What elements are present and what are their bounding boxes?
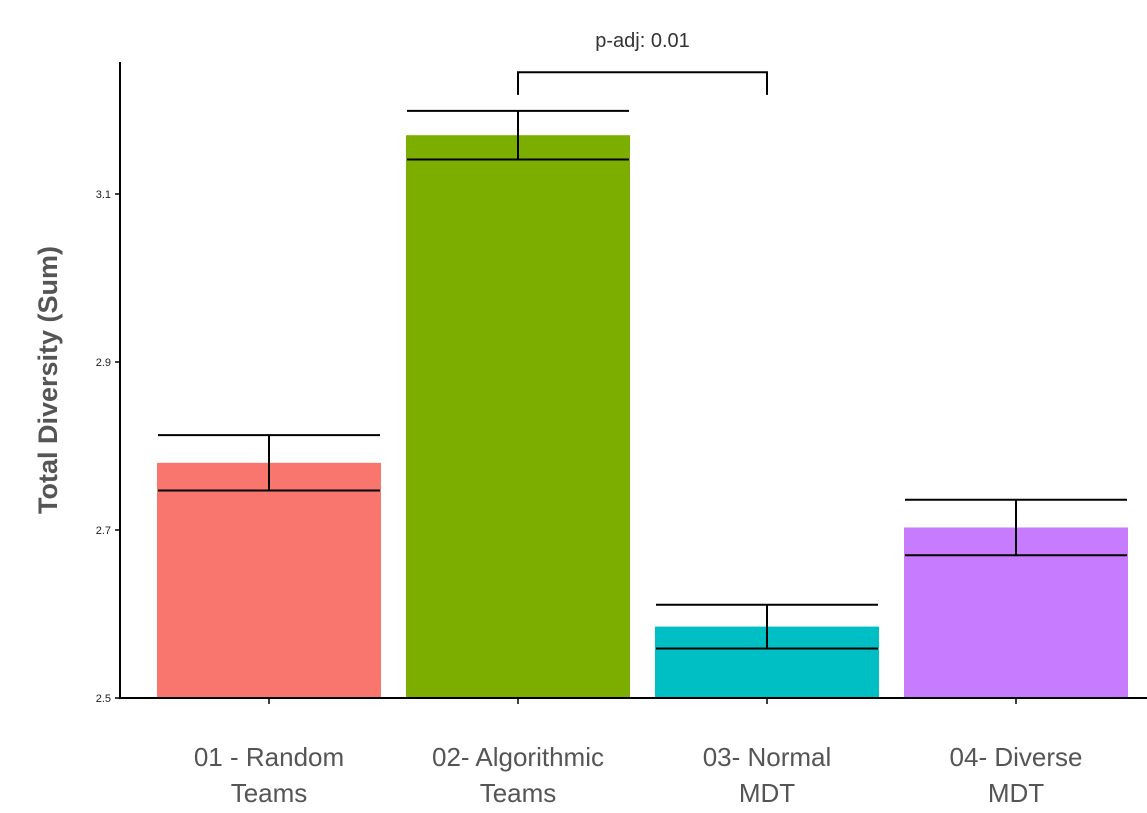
x-category-label: 02- Algorithmic Teams: [432, 742, 604, 808]
axes-layer: [119, 62, 1147, 699]
bar-2: [406, 135, 630, 698]
bars-layer: [157, 135, 1128, 698]
error-bar-3: [656, 603, 878, 650]
error-bar-2: [407, 109, 629, 161]
x-category-label: 01 - Random Teams: [194, 742, 344, 808]
x-category-label-line: 01 - Random: [194, 742, 344, 772]
y-tick-label: 3.1: [96, 189, 111, 201]
x-category-label-line: MDT: [988, 778, 1044, 808]
x-category-label-line: Teams: [231, 778, 308, 808]
error-bar-4: [905, 498, 1127, 557]
x-category-label-line: 02- Algorithmic: [432, 742, 604, 772]
x-category-label-line: 04- Diverse: [950, 742, 1083, 772]
y-tick-label: 2.7: [96, 525, 111, 537]
x-category-label: 03- Normal MDT: [703, 742, 832, 808]
significance-bracket-line: [517, 71, 768, 95]
x-category-label-line: 03- Normal: [703, 742, 832, 772]
x-category-label: 04- Diverse MDT: [950, 742, 1083, 808]
y-ticks-layer: 2.5 2.7 2.9 3.1: [96, 189, 120, 705]
y-axis-title: Total Diversity (Sum): [33, 246, 63, 514]
significance-label: p-adj: 0.01: [595, 30, 690, 52]
y-tick-label: 2.5: [96, 693, 111, 705]
error-bar-1: [158, 434, 380, 492]
x-ticks-layer: 01 - Random Teams 02- Algorithmic Teams 03- …: [194, 698, 1083, 808]
x-category-label-line: MDT: [739, 778, 795, 808]
error-bars-layer: [158, 109, 1127, 650]
y-tick-label: 2.9: [96, 357, 111, 369]
x-category-label-line: Teams: [480, 778, 557, 808]
bar-1: [157, 462, 381, 698]
significance-annotation-layer: p-adj: 0.01: [517, 30, 768, 95]
significance-bracket: p-adj: 0.01: [517, 30, 768, 95]
